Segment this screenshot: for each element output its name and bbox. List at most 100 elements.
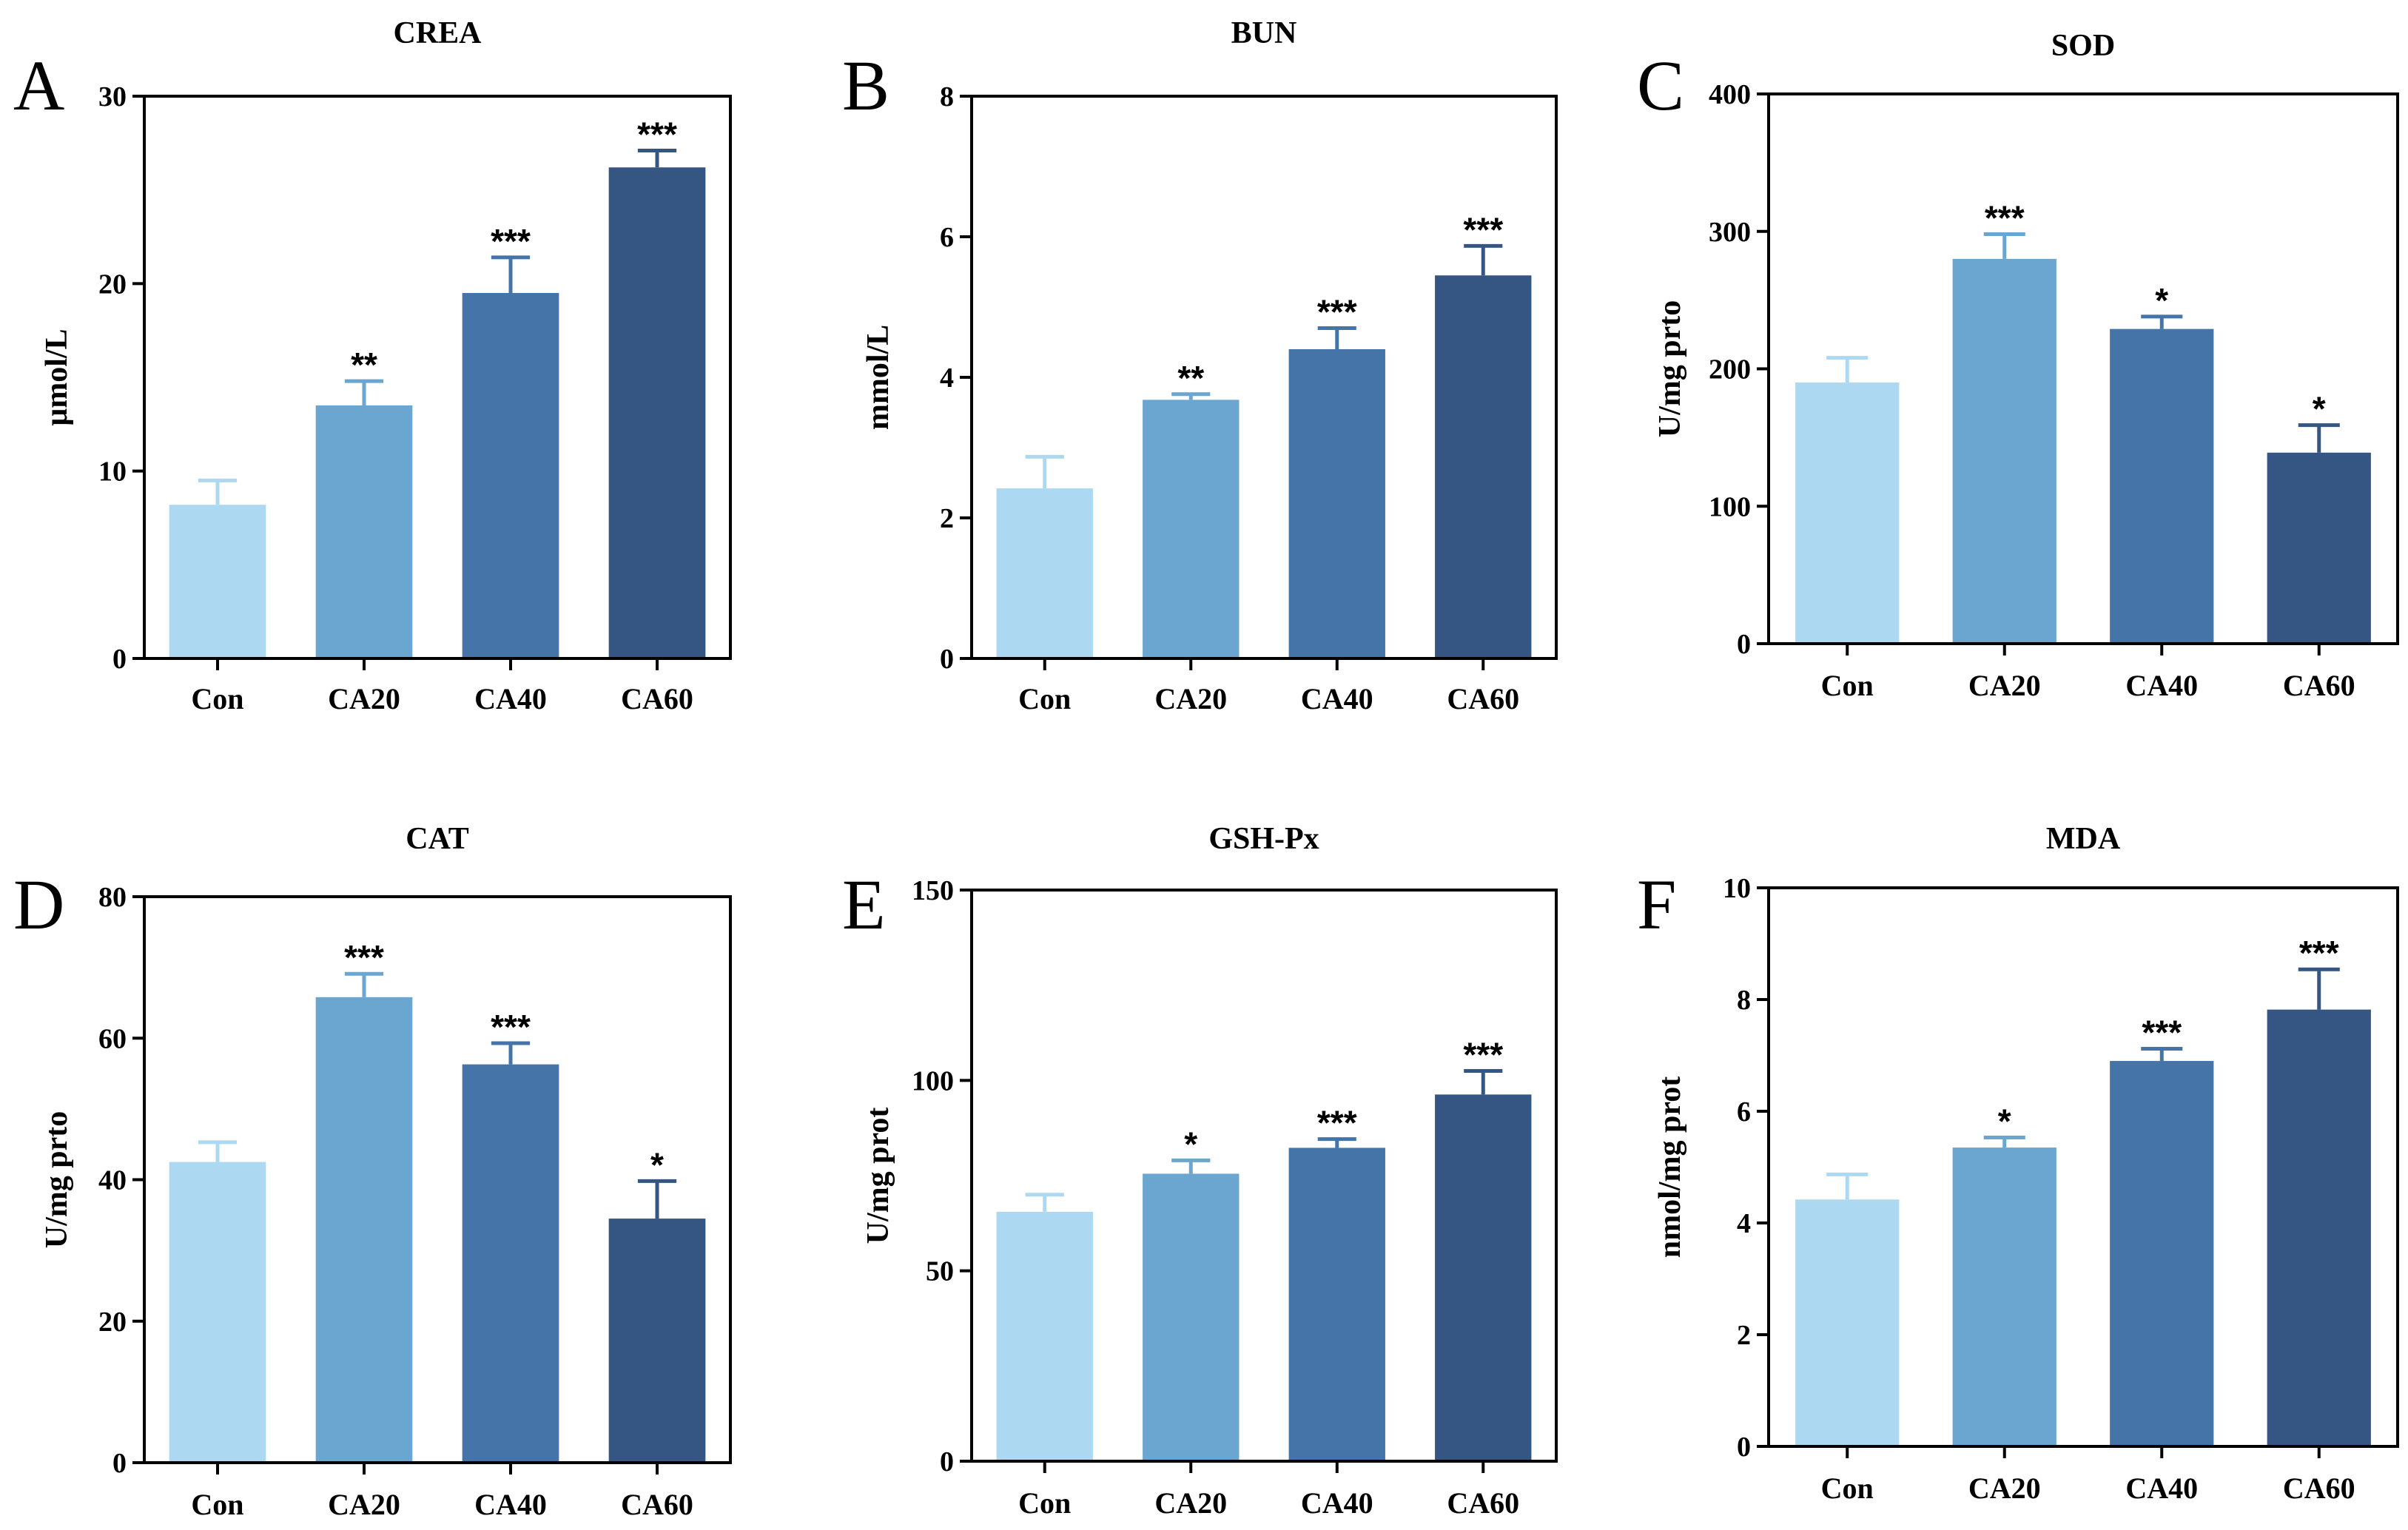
x-tick-label: Con	[1821, 1472, 1874, 1505]
chart-title: MDA	[2046, 822, 2121, 856]
significance-marker: ***	[491, 1008, 531, 1046]
significance-marker: *	[650, 1145, 664, 1184]
x-tick-label: CA40	[1301, 1486, 1373, 1520]
significance-marker: *	[2155, 281, 2168, 320]
y-tick-label: 50	[926, 1256, 954, 1287]
chart-title: CAT	[406, 822, 469, 856]
panel-letter: A	[13, 46, 64, 125]
panel-letter: D	[13, 865, 64, 944]
bar-ca20	[1143, 400, 1240, 658]
y-axis-label: U/mg prot	[861, 1108, 895, 1244]
bar-con	[169, 505, 266, 658]
bar-ca40	[2110, 328, 2214, 644]
y-tick-label: 80	[98, 882, 127, 913]
x-tick-label: Con	[191, 1488, 243, 1521]
panel-letter: F	[1637, 865, 1676, 944]
bar-ca20	[315, 997, 413, 1463]
y-tick-label: 400	[1709, 79, 1751, 110]
significance-marker: ***	[1317, 293, 1357, 331]
x-tick-label: CA60	[621, 682, 693, 715]
x-tick-label: CA40	[2125, 669, 2198, 702]
bar-con	[996, 488, 1093, 658]
y-tick-label: 0	[112, 1448, 127, 1479]
panel-letter: B	[842, 46, 889, 125]
significance-marker: ***	[2142, 1013, 2182, 1051]
x-tick-label: CA20	[328, 682, 400, 715]
significance-marker: *	[2313, 390, 2326, 428]
bar-ca20	[1952, 1148, 2056, 1446]
y-tick-label: 0	[940, 1446, 954, 1477]
x-tick-label: CA20	[1154, 1486, 1227, 1520]
panel-letter: E	[842, 865, 886, 944]
significance-marker: ***	[637, 115, 677, 153]
y-tick-label: 100	[912, 1065, 954, 1096]
x-tick-label: CA20	[1968, 1472, 2041, 1505]
bar-ca60	[2267, 452, 2371, 644]
bar-ca40	[462, 293, 559, 658]
y-tick-label: 4	[1737, 1208, 1751, 1239]
x-tick-label: CA60	[1447, 682, 1519, 715]
y-axis-label: nmol/mg prot	[1653, 1076, 1687, 1258]
chart-title: SOD	[2051, 29, 2115, 63]
bar-ca20	[1143, 1173, 1240, 1461]
y-axis-label: mmol/L	[861, 325, 895, 430]
y-tick-label: 0	[940, 644, 954, 675]
chart-title: BUN	[1231, 16, 1297, 50]
y-tick-label: 20	[98, 269, 127, 300]
x-tick-label: Con	[1018, 1486, 1071, 1520]
y-tick-label: 20	[98, 1307, 127, 1338]
x-tick-label: CA20	[1968, 669, 2041, 702]
y-tick-label: 10	[1723, 873, 1751, 904]
chart-panel-d: CAT D U/mg prto Con *** CA20 *** CA40 * CA60 0 20 40…	[13, 822, 732, 1521]
y-axis-label: μmol/L	[40, 328, 74, 425]
panel-letter: C	[1637, 46, 1684, 125]
x-tick-label: Con	[1018, 682, 1071, 715]
y-tick-label: 100	[1709, 491, 1751, 522]
y-tick-label: 8	[940, 81, 954, 112]
significance-marker: *	[1184, 1125, 1197, 1163]
plot-frame	[970, 889, 1558, 1463]
chart-panel-c: SOD C U/mg prto Con *** CA20 * CA40 * CA60 0 100 200…	[1637, 29, 2399, 702]
y-tick-label: 0	[1737, 1432, 1751, 1463]
bar-con	[1795, 1199, 1900, 1446]
bar-ca60	[1435, 1094, 1532, 1461]
plot-frame	[1767, 886, 2399, 1448]
y-tick-label: 10	[98, 456, 127, 488]
bar-ca60	[1435, 275, 1532, 658]
significance-marker: *	[1998, 1102, 2011, 1140]
y-tick-label: 6	[940, 222, 954, 253]
x-tick-label: Con	[191, 682, 243, 715]
significance-marker: ***	[344, 938, 384, 977]
chart-title: CREA	[393, 16, 482, 50]
y-tick-label: 30	[98, 81, 127, 112]
x-tick-label: CA40	[474, 682, 547, 715]
chart-panel-e: GSH-Px E U/mg prot Con * CA20 *** CA40 *** CA60 0 5…	[842, 822, 1558, 1520]
x-tick-label: CA60	[2283, 669, 2355, 702]
y-axis-label: U/mg prto	[40, 1111, 74, 1248]
bar-ca40	[462, 1064, 559, 1463]
chart-title: GSH-Px	[1208, 822, 1319, 856]
y-tick-label: 2	[1737, 1320, 1751, 1351]
x-tick-label: CA20	[1154, 682, 1227, 715]
bar-con	[1795, 382, 1900, 644]
x-tick-label: CA60	[2283, 1472, 2355, 1505]
y-tick-label: 2	[940, 503, 954, 534]
y-tick-label: 150	[912, 875, 954, 906]
y-tick-label: 300	[1709, 217, 1751, 248]
significance-marker: ***	[1463, 210, 1503, 249]
significance-marker: ***	[1317, 1104, 1357, 1142]
bar-ca60	[2267, 1009, 2371, 1446]
y-tick-label: 0	[1737, 629, 1751, 660]
y-tick-label: 0	[112, 644, 127, 675]
bar-ca60	[608, 167, 706, 658]
x-tick-label: CA60	[1447, 1486, 1519, 1520]
bar-ca40	[1288, 1148, 1385, 1461]
significance-marker: ***	[1463, 1035, 1503, 1074]
bar-ca20	[1952, 258, 2056, 644]
bar-ca40	[2110, 1061, 2214, 1446]
y-tick-label: 4	[940, 363, 954, 394]
bar-con	[169, 1162, 266, 1463]
